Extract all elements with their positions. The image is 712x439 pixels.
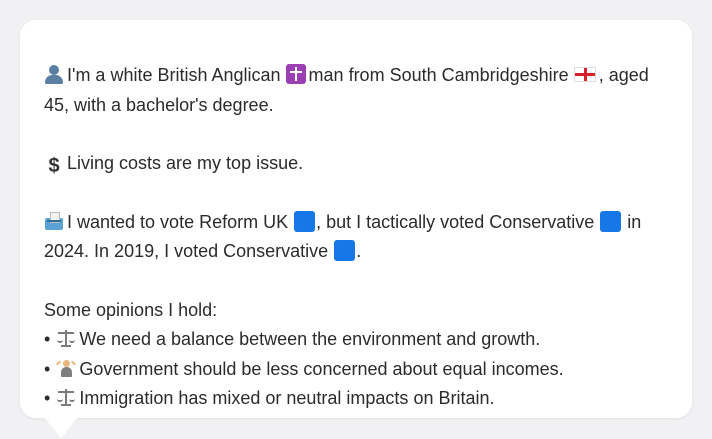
voting-text-period: . xyxy=(356,241,362,261)
voting-text-start: I wanted to vote Reform UK xyxy=(67,211,289,232)
opinions-heading: Some opinions I hold: xyxy=(44,299,218,320)
conservative-2019-square-icon xyxy=(334,240,356,261)
identity-paragraph: I'm a white British Anglican man from So… xyxy=(44,61,668,120)
top-issue-paragraph: $ Living costs are my top issue. xyxy=(44,149,668,179)
opinion-item: • We need a balance between the environme… xyxy=(44,325,668,355)
voting-text-middle: , but I tactically voted Conservative xyxy=(316,211,595,232)
voting-paragraph: I wanted to vote Reform UK , but I tacti… xyxy=(44,208,668,267)
ballot-box-icon xyxy=(44,211,64,231)
opinion-item: • Government should be less concerned abo… xyxy=(44,355,668,385)
reform-uk-square-icon xyxy=(294,210,316,232)
opinions-list: • We need a balance between the environme… xyxy=(44,325,668,414)
scales-icon xyxy=(56,328,76,348)
opinion-text: We need a balance between the environmen… xyxy=(79,329,541,349)
speech-bubble-tail xyxy=(44,417,78,438)
identity-text-end: , aged 45, with a bachelor's degree. xyxy=(44,65,649,115)
opinion-item: • Immigration has mixed or neutral impact… xyxy=(44,384,668,414)
bullet: • xyxy=(44,388,51,408)
latin-cross-icon xyxy=(285,64,306,84)
person-juggling-icon xyxy=(56,358,77,378)
identity-text-start: I'm a white British Anglican xyxy=(67,65,281,85)
scales-icon xyxy=(56,387,76,407)
conservative-2024-square-icon xyxy=(600,210,622,232)
top-issue-text: Living costs are my top issue. xyxy=(67,153,304,173)
identity-text-middle: man from South Cambridgeshire xyxy=(308,65,569,85)
person-icon xyxy=(44,64,64,84)
dollar-sign-icon: $ xyxy=(48,155,60,177)
opinion-text: Immigration has mixed or neutral impacts… xyxy=(79,388,495,408)
opinion-text: Government should be less concerned abou… xyxy=(79,358,564,379)
bullet: • xyxy=(44,329,51,349)
england-flag-icon xyxy=(573,67,596,82)
persona-speech-bubble: I'm a white British Anglican man from So… xyxy=(20,20,692,418)
voting-text-end: in 2024. In 2019, I voted Conservative xyxy=(44,211,642,262)
bullet: • xyxy=(44,358,51,379)
